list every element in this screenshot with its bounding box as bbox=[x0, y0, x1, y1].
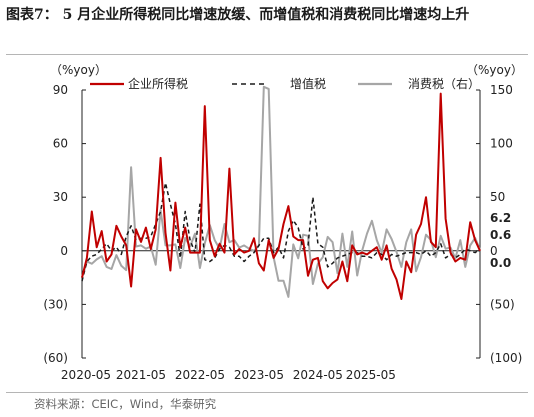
legend-label-vat: 增值税 bbox=[290, 76, 326, 91]
left-tick-label: (60) bbox=[43, 351, 68, 365]
source-divider bbox=[6, 392, 528, 393]
right-tick-label: (50) bbox=[490, 297, 515, 311]
left-tick-label: 0 bbox=[60, 244, 68, 258]
right-axis-unit-label: （%yoy） bbox=[466, 63, 523, 77]
left-tick-label: 30 bbox=[53, 190, 68, 204]
axes: 90 60 30 0 (30) (60) 150 100 50 0 (50) (100) 2020-05… bbox=[43, 83, 522, 382]
right-tick-label: 150 bbox=[490, 83, 513, 97]
x-tick-label: 2024-05 bbox=[293, 368, 343, 382]
right-tick-label: 50 bbox=[490, 190, 505, 204]
legend: 企业所得税 增值税 消费税（右） bbox=[90, 76, 480, 91]
right-tick-label: 100 bbox=[490, 137, 513, 151]
left-tick-label: 90 bbox=[53, 83, 68, 97]
series-line-corporate-income-tax bbox=[81, 92, 481, 300]
series-line-consumption-tax bbox=[81, 85, 481, 298]
source-note: 资料来源：CEIC，Wind，华泰研究 bbox=[34, 397, 217, 411]
x-tick-label: 2020-05 bbox=[61, 368, 111, 382]
right-tick-label: 0 bbox=[490, 244, 498, 258]
x-tick-label: 2022-05 bbox=[175, 368, 225, 382]
legend-label-consumption-tax: 消费税（右） bbox=[408, 76, 480, 91]
series-layer bbox=[81, 85, 481, 300]
x-tick-label: 2025-05 bbox=[346, 368, 396, 382]
end-value-label: 0.0 bbox=[490, 256, 511, 270]
title-divider bbox=[6, 54, 528, 55]
chart-title: 图表7： 5 月企业所得税同比增速放缓、而增值税和消费税同比增速均上升 bbox=[6, 7, 470, 23]
end-labels: 6.2 0.6 0.0 bbox=[490, 211, 511, 270]
x-tick-label: 2023-05 bbox=[234, 368, 284, 382]
end-value-label: 0.6 bbox=[490, 228, 511, 242]
end-value-label: 6.2 bbox=[490, 211, 511, 225]
legend-label-corporate-income-tax: 企业所得税 bbox=[128, 76, 188, 91]
right-tick-label: (100) bbox=[490, 351, 522, 365]
x-tick-label: 2021-05 bbox=[116, 368, 166, 382]
left-tick-label: 60 bbox=[53, 137, 68, 151]
left-tick-label: (30) bbox=[43, 297, 68, 311]
left-axis-unit-label: （%yoy） bbox=[50, 63, 107, 77]
